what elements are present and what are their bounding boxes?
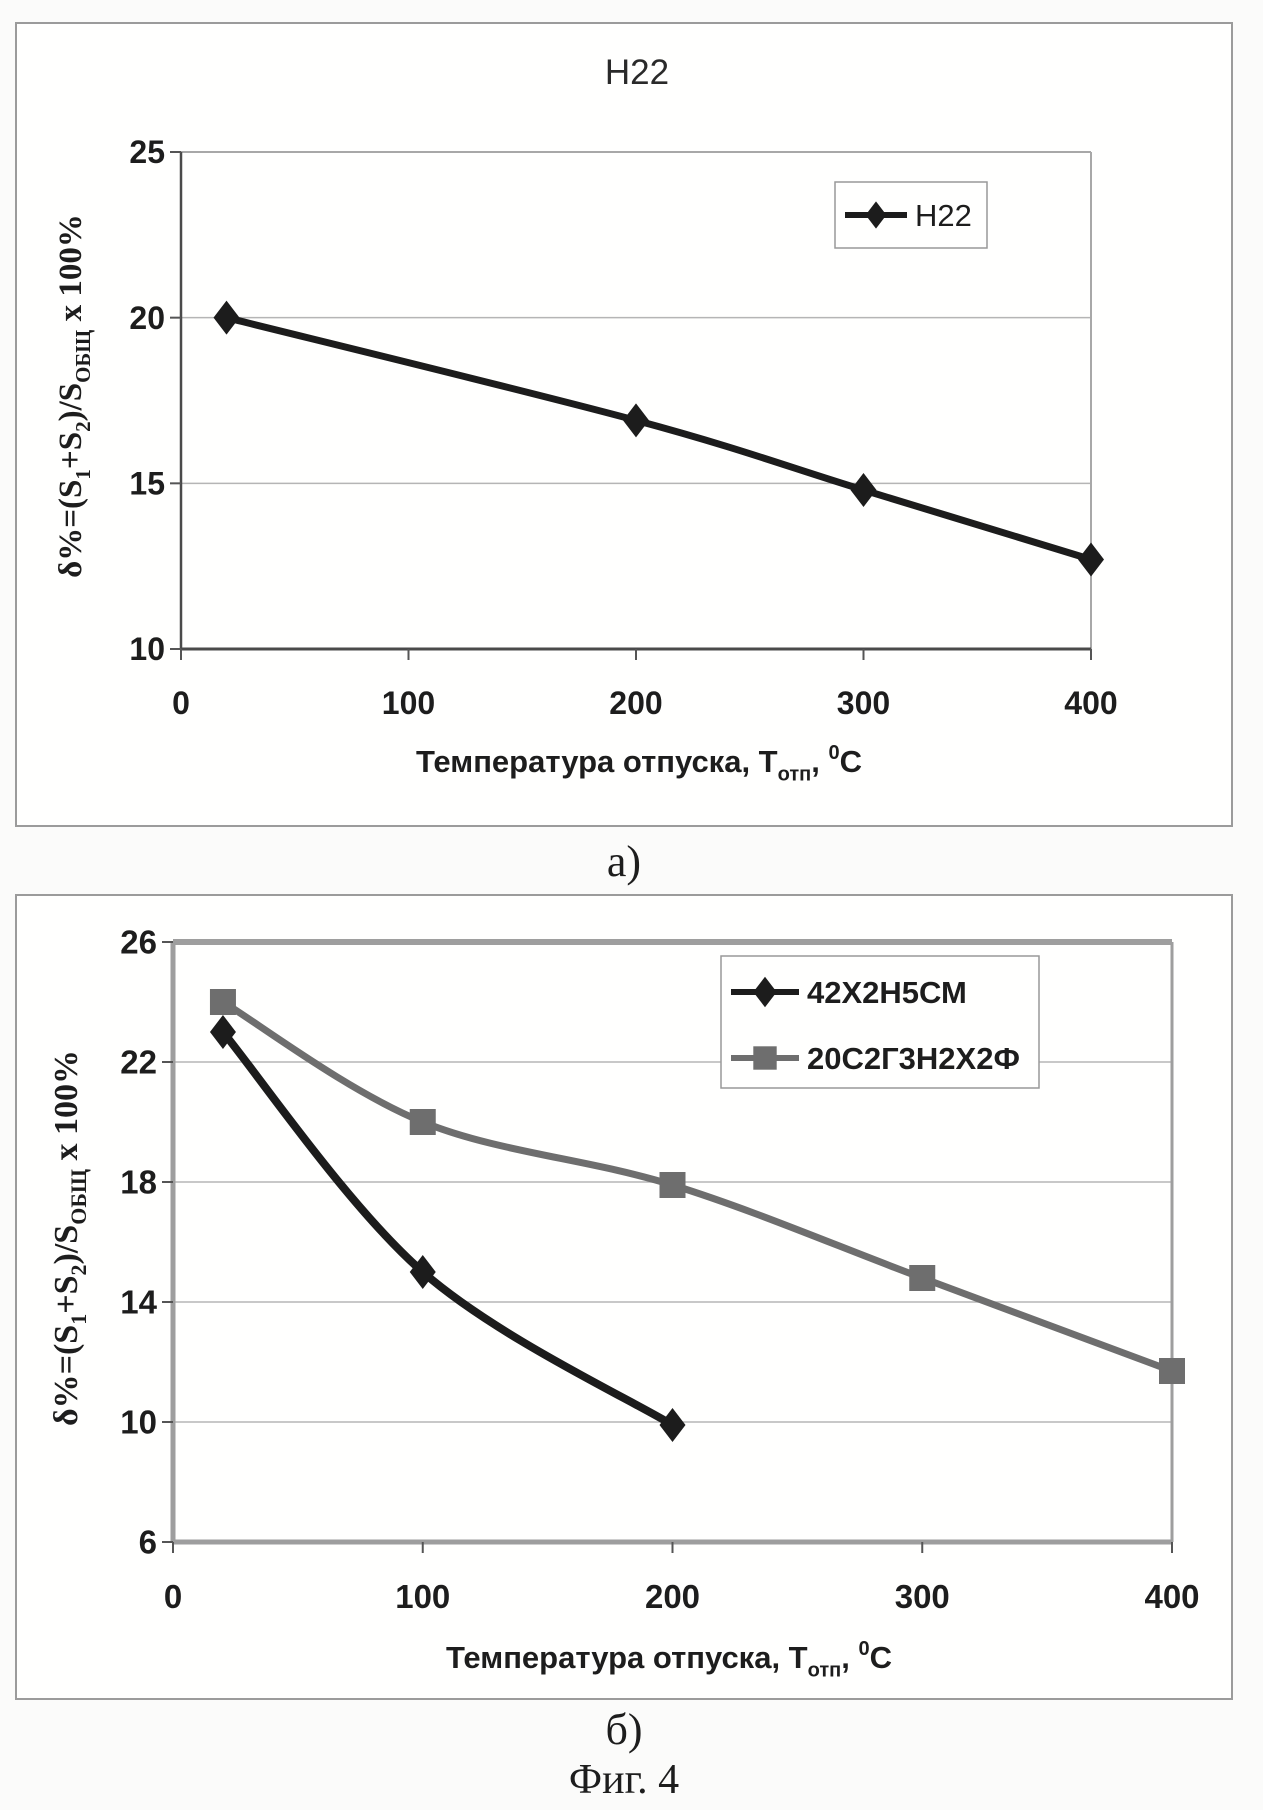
caption-a: а) bbox=[606, 837, 642, 886]
svg-text:15: 15 bbox=[129, 466, 165, 502]
chart-title: Н22 bbox=[605, 53, 669, 92]
svg-text:100: 100 bbox=[395, 1578, 450, 1615]
legend-label: Н22 bbox=[915, 198, 972, 233]
caption-b: б) bbox=[605, 1705, 643, 1754]
axis-ticks: 0 100 200 300 400 10 15 20 25 bbox=[129, 134, 1117, 721]
legend: Н22 bbox=[834, 181, 988, 249]
series-20С2Г3Н2Х2Ф bbox=[209, 989, 1185, 1384]
svg-text:10: 10 bbox=[129, 631, 165, 667]
legend-label: 20С2Г3Н2Х2Ф bbox=[807, 1041, 1020, 1076]
figure-number-label: Фиг. 4 bbox=[568, 1757, 680, 1803]
y-axis-label: δ%=(S1+S2)/SОБЩ х 100% bbox=[48, 1050, 91, 1426]
axis-ticks: 0 100 200 300 400 6 10 14 18 22 26 bbox=[120, 924, 1199, 1615]
gridlines bbox=[173, 1061, 1172, 1423]
svg-text:22: 22 bbox=[120, 1044, 157, 1081]
svg-text:400: 400 bbox=[1064, 685, 1117, 721]
chart-b-canvas: 0 100 200 300 400 6 10 14 18 22 26 Температура отпу… bbox=[48, 924, 1200, 1682]
svg-text:0: 0 bbox=[172, 685, 190, 721]
svg-text:400: 400 bbox=[1144, 1578, 1199, 1615]
legend-label: 42Х2Н5СМ bbox=[807, 975, 967, 1010]
y-axis-label: δ%=(S1+S2)/SОБЩ х 100% bbox=[53, 214, 95, 578]
series-42Х2Н5СМ bbox=[209, 1015, 686, 1442]
svg-text:300: 300 bbox=[895, 1578, 950, 1615]
svg-text:0: 0 bbox=[164, 1578, 182, 1615]
svg-text:26: 26 bbox=[120, 924, 157, 961]
x-axis-label: Температура отпуска, Тотп, 0С bbox=[416, 742, 862, 785]
series-Н22 bbox=[213, 300, 1104, 577]
chart-a-panel: 0 100 200 300 400 10 15 20 25 Температура отпуска… bbox=[15, 22, 1233, 827]
svg-text:25: 25 bbox=[129, 134, 165, 170]
legend: 42Х2Н5СМ 20С2Г3Н2Х2Ф bbox=[720, 955, 1040, 1089]
svg-text:200: 200 bbox=[645, 1578, 700, 1615]
svg-text:18: 18 bbox=[120, 1164, 157, 1201]
chart-b-panel: 0 100 200 300 400 6 10 14 18 22 26 Температура отпу… bbox=[15, 894, 1233, 1700]
svg-text:10: 10 bbox=[120, 1404, 157, 1441]
svg-text:20: 20 bbox=[129, 300, 165, 336]
chart-a-canvas: 0 100 200 300 400 10 15 20 25 Температура отпуска… bbox=[53, 53, 1118, 785]
svg-text:14: 14 bbox=[120, 1284, 157, 1321]
svg-text:6: 6 bbox=[139, 1524, 157, 1561]
svg-text:100: 100 bbox=[382, 685, 435, 721]
gridlines bbox=[181, 316, 1091, 485]
x-axis-label: Температура отпуска, Тотп, 0С bbox=[446, 1638, 892, 1681]
svg-text:200: 200 bbox=[609, 685, 662, 721]
svg-text:300: 300 bbox=[837, 685, 890, 721]
